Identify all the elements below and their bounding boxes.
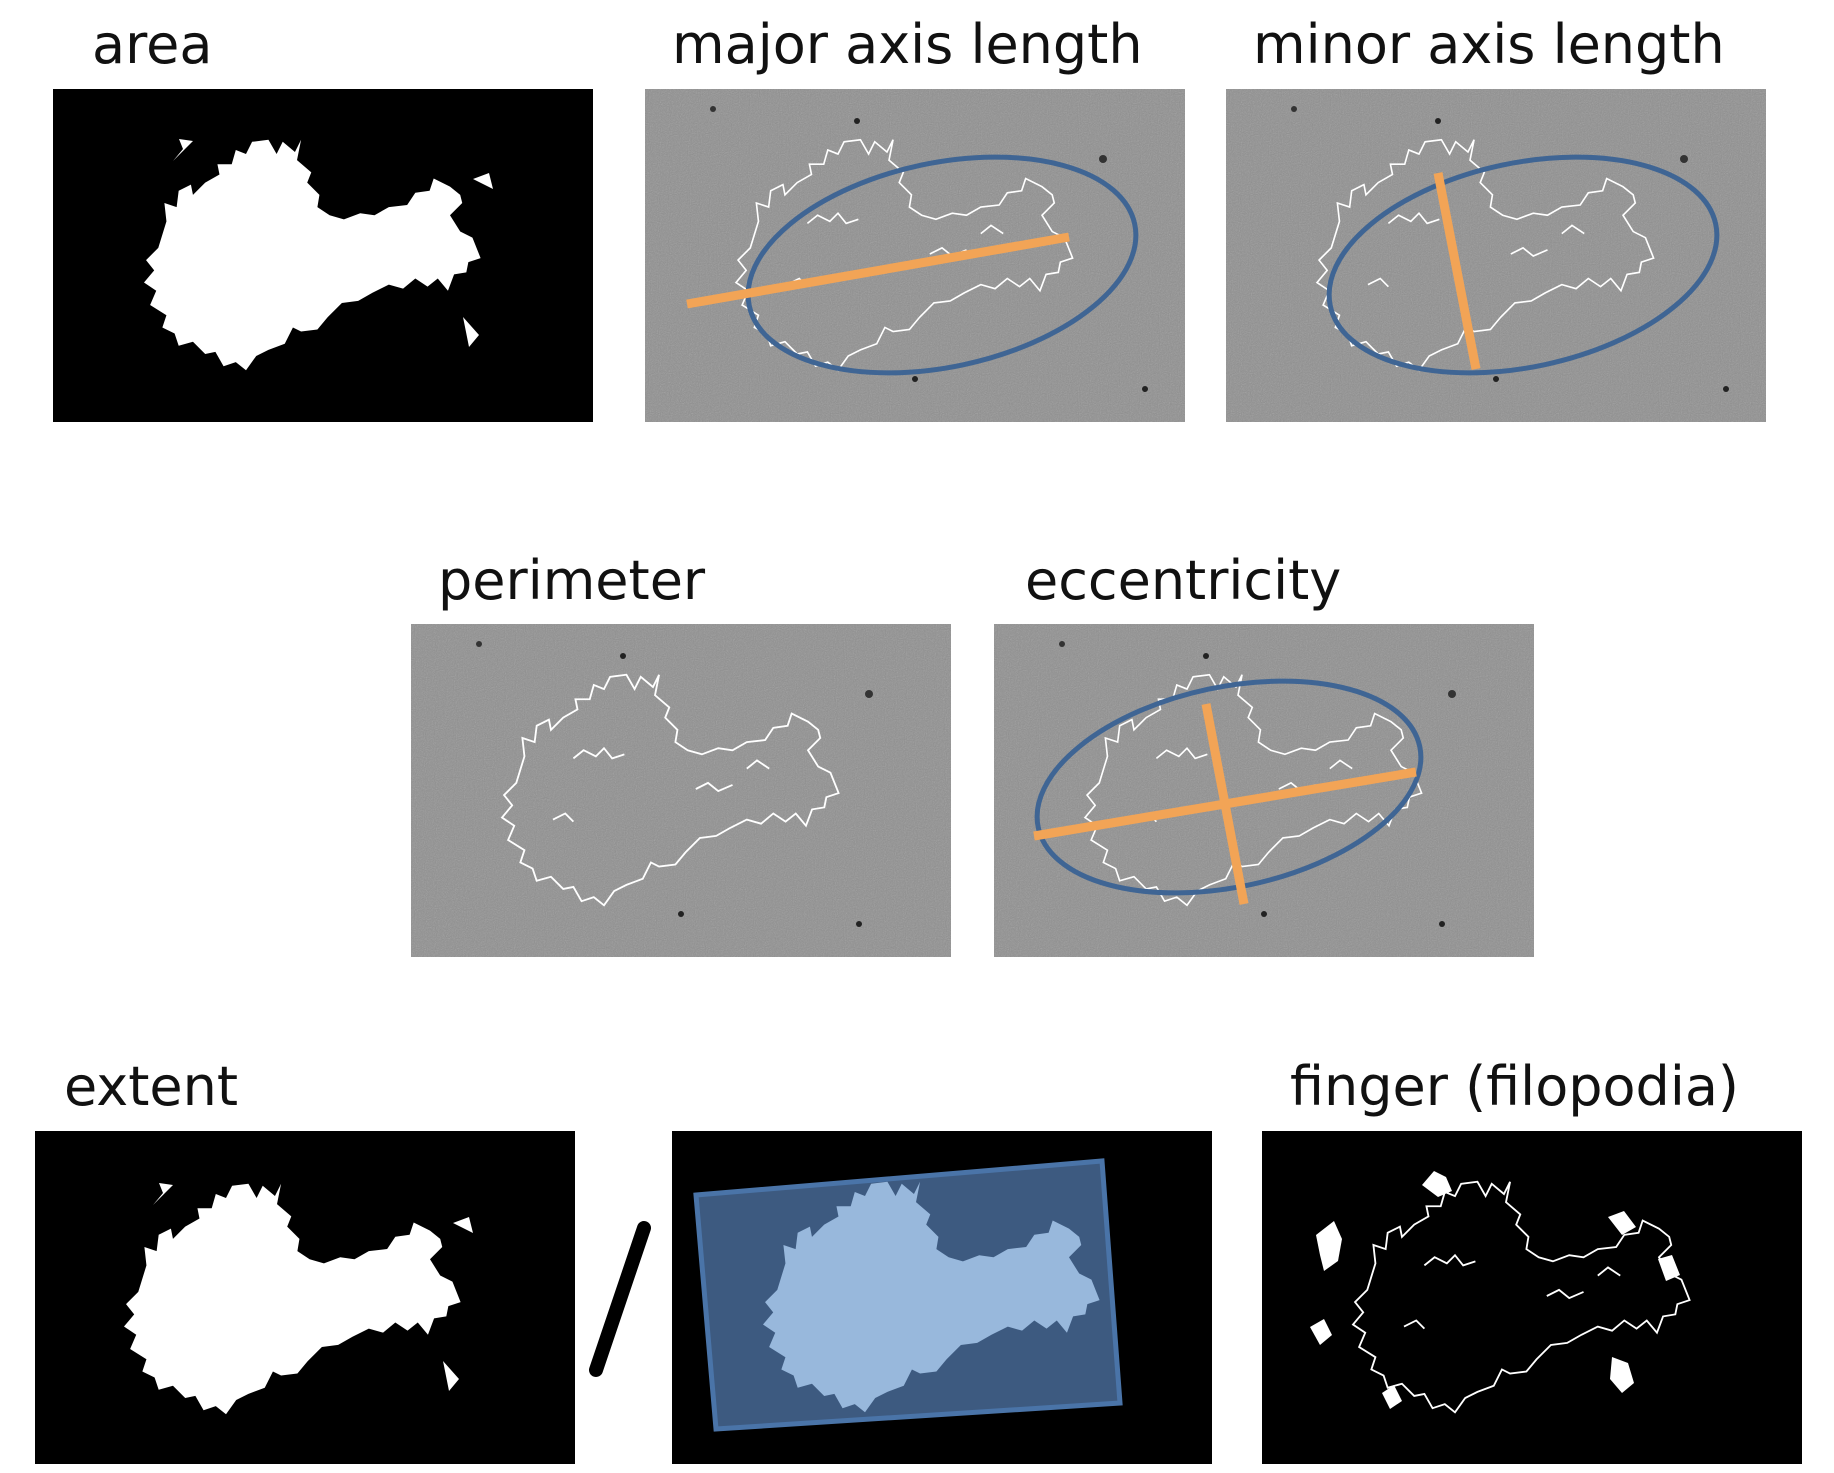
ellipse-outline xyxy=(745,154,1139,376)
panel-eccentricity xyxy=(994,624,1534,957)
panel-finger xyxy=(1262,1131,1802,1464)
minor-axis-image xyxy=(1226,89,1766,422)
slash-icon xyxy=(589,1221,651,1377)
ellipse-outline xyxy=(1326,154,1720,376)
panel-bounding-box xyxy=(672,1131,1212,1464)
ellipse-outline xyxy=(1034,678,1424,896)
label-major-axis-length: major axis length xyxy=(672,13,1143,76)
panel-major-axis xyxy=(645,89,1185,422)
panel-minor-axis xyxy=(1226,89,1766,422)
label-eccentricity: eccentricity xyxy=(1025,549,1342,612)
extent-mask-image xyxy=(124,1183,473,1415)
label-perimeter: perimeter xyxy=(438,549,706,612)
major-axis-line xyxy=(686,232,1070,309)
label-extent: extent xyxy=(64,1055,239,1118)
minor-axis-line xyxy=(1433,172,1481,370)
panel-extent-mask xyxy=(35,1131,575,1464)
label-finger: finger (filopodia) xyxy=(1290,1055,1739,1118)
label-area: area xyxy=(92,13,213,76)
area-mask-image xyxy=(144,139,493,371)
panel-area-mask xyxy=(53,89,593,422)
perimeter-image xyxy=(411,624,951,957)
panel-perimeter xyxy=(411,624,951,957)
major-axis-image xyxy=(645,89,1185,422)
eccentricity-image xyxy=(994,624,1534,957)
minor-axis-line xyxy=(1201,703,1249,905)
bounding-box-image xyxy=(693,1158,1123,1432)
finger-image xyxy=(1310,1171,1691,1414)
label-minor-axis-length: minor axis length xyxy=(1253,13,1725,76)
